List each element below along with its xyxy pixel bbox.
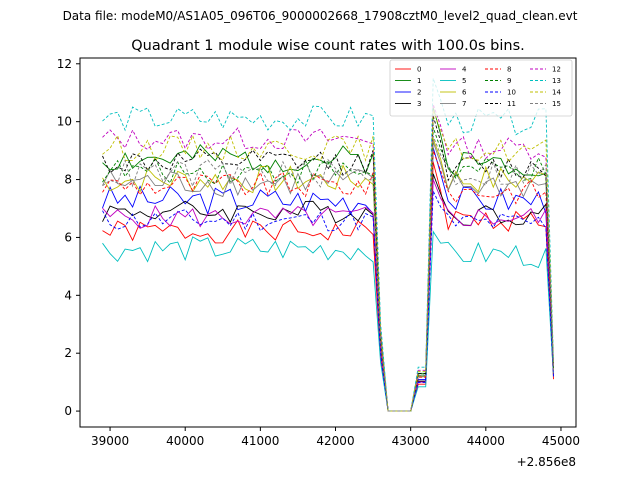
x-axis: 39000 40000 41000 42000 43000 44000 45000 bbox=[91, 427, 580, 448]
series-line-2 bbox=[102, 147, 554, 412]
plot-area bbox=[102, 78, 554, 412]
legend-label-0: 0 bbox=[417, 66, 421, 74]
y-tick-label: 8 bbox=[64, 173, 72, 187]
legend-label-1: 1 bbox=[417, 77, 421, 85]
legend-label-4: 4 bbox=[462, 66, 467, 74]
series-line-15 bbox=[102, 135, 554, 412]
legend-label-5: 5 bbox=[462, 77, 466, 85]
legend-label-14: 14 bbox=[552, 89, 561, 97]
series-line-5 bbox=[102, 230, 554, 412]
chart-title: Quadrant 1 module wise count rates with … bbox=[131, 38, 525, 54]
legend-label-8: 8 bbox=[507, 66, 511, 74]
x-tick-label: 41000 bbox=[241, 434, 279, 448]
figure-suptitle: Data file: modeM0/AS1A05_096T06_90000026… bbox=[63, 9, 578, 23]
series-line-0 bbox=[102, 162, 554, 412]
x-offset-label: +2.856e8 bbox=[517, 455, 576, 469]
legend-label-7: 7 bbox=[462, 100, 466, 108]
y-tick-label: 0 bbox=[64, 404, 72, 418]
legend-label-10: 10 bbox=[507, 89, 516, 97]
legend-label-6: 6 bbox=[462, 89, 467, 97]
legend-label-15: 15 bbox=[552, 100, 561, 108]
y-axis: 0 2 4 6 8 10 12 bbox=[57, 57, 80, 418]
x-tick-label: 42000 bbox=[316, 434, 354, 448]
series-line-10 bbox=[102, 190, 554, 412]
x-tick-label: 43000 bbox=[392, 434, 430, 448]
legend-label-3: 3 bbox=[417, 100, 421, 108]
series-line-12 bbox=[102, 104, 554, 412]
y-tick-label: 6 bbox=[64, 230, 72, 244]
series-line-6 bbox=[102, 138, 554, 412]
y-tick-label: 2 bbox=[64, 346, 72, 360]
legend-box bbox=[389, 59, 573, 117]
series-line-14 bbox=[102, 109, 554, 412]
x-tick-label: 45000 bbox=[542, 434, 580, 448]
series-line-13 bbox=[102, 78, 554, 412]
y-tick-label: 12 bbox=[57, 57, 72, 71]
legend-label-2: 2 bbox=[417, 89, 421, 97]
legend-label-9: 9 bbox=[507, 77, 511, 85]
x-tick-label: 44000 bbox=[467, 434, 505, 448]
axes-frame bbox=[79, 57, 577, 428]
x-tick-label: 40000 bbox=[166, 434, 204, 448]
legend-label-13: 13 bbox=[552, 77, 561, 85]
y-tick-label: 10 bbox=[57, 115, 72, 129]
x-tick-label: 39000 bbox=[91, 434, 129, 448]
series-line-7 bbox=[102, 141, 554, 412]
legend-label-12: 12 bbox=[552, 66, 561, 74]
series-line-4 bbox=[102, 179, 554, 412]
legend-label-11: 11 bbox=[507, 100, 516, 108]
series-line-8 bbox=[102, 150, 554, 412]
y-tick-label: 4 bbox=[64, 288, 72, 302]
series-line-1 bbox=[102, 107, 554, 412]
